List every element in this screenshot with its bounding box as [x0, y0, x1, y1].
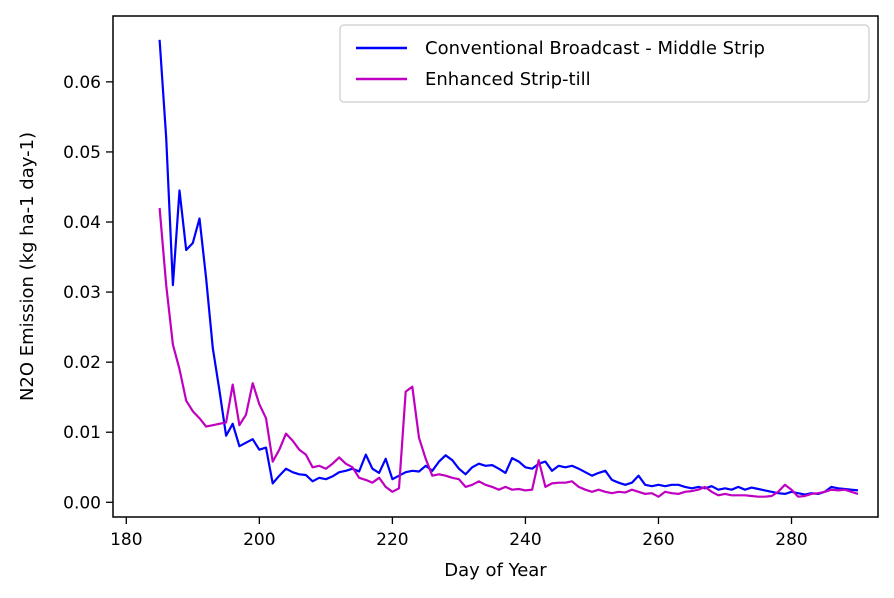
- y-axis-label: N2O Emission (kg ha-1 day-1): [17, 132, 38, 401]
- y-tick-label: 0.02: [63, 353, 101, 373]
- series-line-conventional: [158, 39, 859, 496]
- y-tick-label: 0.01: [63, 423, 101, 443]
- y-tick-label: 0.06: [63, 73, 101, 93]
- y-tick-label: 0.04: [63, 213, 101, 233]
- x-axis-label: Day of Year: [444, 560, 547, 581]
- y-tick-label: 0.00: [63, 493, 101, 513]
- x-axis: 180 200 220 240 260 280: [110, 517, 808, 550]
- x-tick-label: 260: [642, 530, 674, 550]
- x-tick-label: 240: [509, 530, 541, 550]
- y-tick-label: 0.03: [63, 283, 101, 303]
- legend-box: [339, 24, 870, 103]
- x-tick-label: 180: [110, 530, 142, 550]
- legend-label-conventional: Conventional Broadcast - Middle Strip: [425, 38, 765, 59]
- y-axis: 0.00 0.01 0.02 0.03 0.04 0.05 0.06: [63, 73, 113, 513]
- x-tick-label: 200: [243, 530, 275, 550]
- x-tick-label: 280: [775, 530, 807, 550]
- legend-label-enhanced: Enhanced Strip-till: [425, 69, 591, 90]
- series-lines: [158, 39, 859, 498]
- x-tick-label: 220: [376, 530, 408, 550]
- y-tick-label: 0.05: [63, 143, 101, 163]
- series-line-enhanced: [158, 207, 859, 498]
- legend: Conventional Broadcast - Middle Strip En…: [339, 24, 870, 103]
